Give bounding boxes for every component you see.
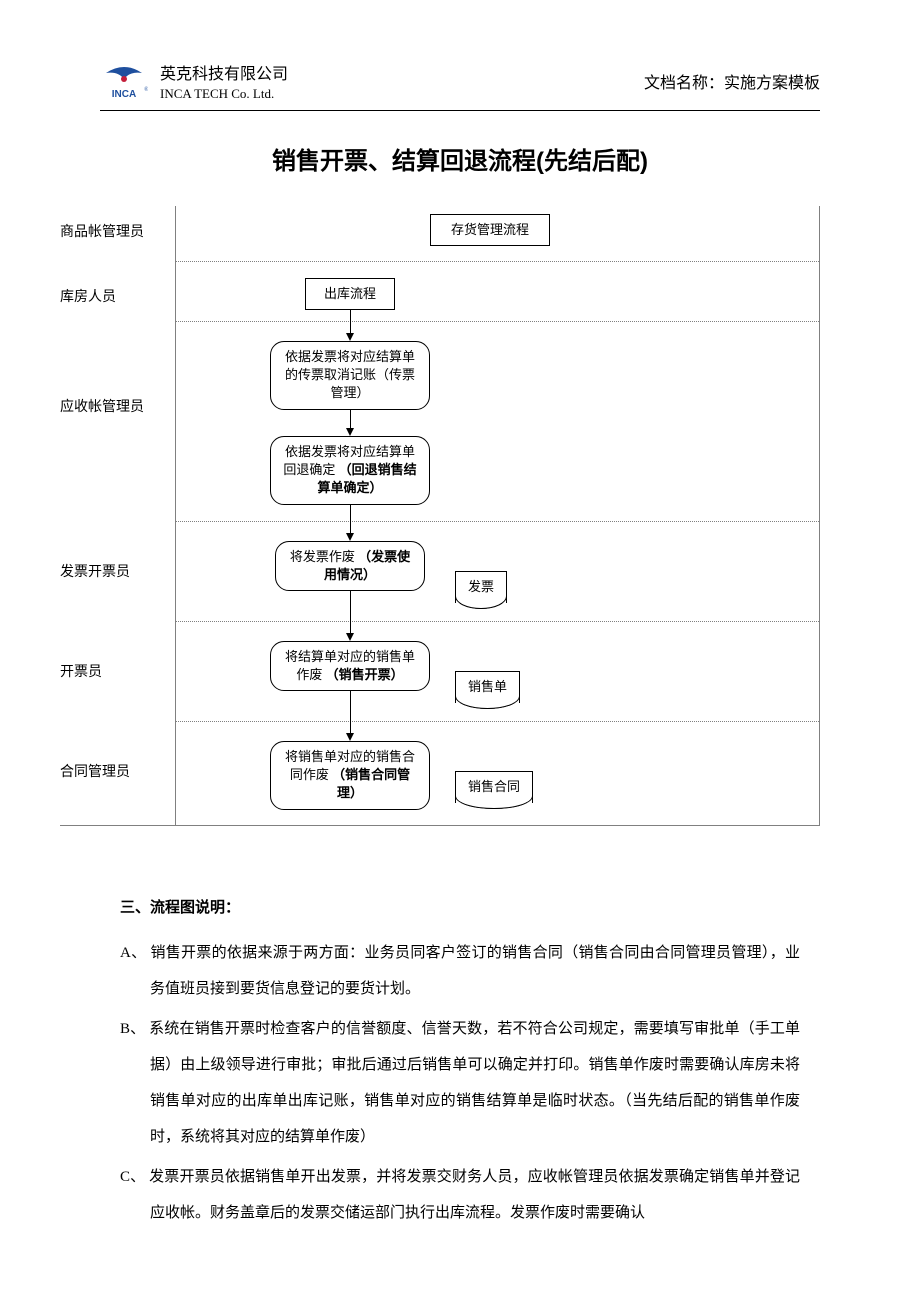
flowchart-swimlane: 商品帐管理员库房人员应收帐管理员发票开票员开票员合同管理员 存货管理流程出库流程依… (60, 206, 820, 826)
company-name-cn: 英克科技有限公司 (160, 60, 288, 84)
doc-title-label: 文档名称：实施方案模板 (644, 69, 820, 93)
lane-label: 开票员 (60, 661, 170, 681)
lane-label: 合同管理员 (60, 761, 170, 781)
flow-node: 出库流程 (305, 278, 395, 310)
flow-node: 存货管理流程 (430, 214, 550, 246)
flow-node: 将发票作废 （发票使用情况） (275, 541, 425, 591)
flow-node: 将销售单对应的销售合同作废 （销售合同管理） (270, 741, 430, 810)
explain-item: B、 系统在销售开票时检查客户的信誉额度、信誉天数，若不符合公司规定，需要填写审… (120, 1011, 800, 1155)
flow-node: 依据发票将对应结算单的传票取消记账（传票管理） (270, 341, 430, 410)
lane-label: 商品帐管理员 (60, 221, 170, 241)
svg-text:INCA: INCA (112, 89, 136, 100)
page-header: INCA ® 英克科技有限公司 INCA TECH Co. Ltd. 文档名称：… (100, 60, 820, 111)
explain-title: 三、流程图说明： (120, 896, 800, 917)
flow-document: 发票 (455, 571, 507, 603)
flow-node: 依据发票将对应结算单回退确定 （回退销售结算单确定） (270, 436, 430, 505)
inca-logo: INCA ® (100, 61, 148, 101)
explain-item: C、 发票开票员依据销售单开出发票，并将发票交财务人员，应收帐管理员依据发票确定… (120, 1159, 800, 1231)
lane-label: 库房人员 (60, 286, 170, 306)
company-name-en: INCA TECH Co. Ltd. (160, 86, 288, 102)
lane-label: 应收帐管理员 (60, 396, 170, 416)
lane-label: 发票开票员 (60, 561, 170, 581)
svg-text:®: ® (144, 86, 148, 93)
explain-list: A、 销售开票的依据来源于两方面：业务员同客户签订的销售合同（销售合同由合同管理… (120, 935, 800, 1231)
header-left: INCA ® 英克科技有限公司 INCA TECH Co. Ltd. (100, 60, 288, 102)
main-title: 销售开票、结算回退流程(先结后配) (100, 141, 820, 176)
flow-node: 将结算单对应的销售单作废 （销售开票） (270, 641, 430, 691)
explanation-section: 三、流程图说明： A、 销售开票的依据来源于两方面：业务员同客户签订的销售合同（… (100, 896, 820, 1231)
flow-document: 销售单 (455, 671, 520, 703)
explain-item: A、 销售开票的依据来源于两方面：业务员同客户签订的销售合同（销售合同由合同管理… (120, 935, 800, 1007)
flow-document: 销售合同 (455, 771, 533, 803)
